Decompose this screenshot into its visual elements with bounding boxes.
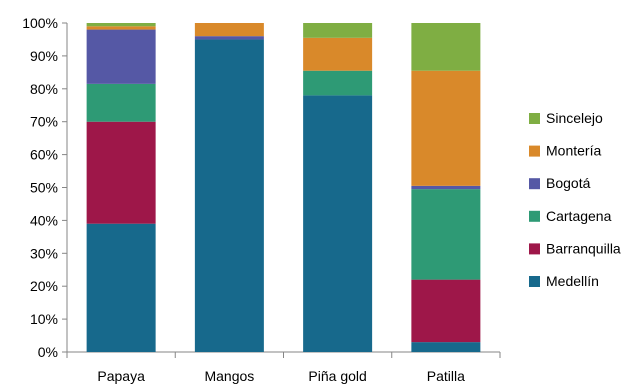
y-tick-label: 60% (30, 147, 58, 163)
bars (86, 23, 481, 352)
y-tick-label: 80% (30, 81, 58, 97)
y-tick-label: 0% (38, 344, 58, 360)
y-tick-label: 70% (30, 114, 58, 130)
legend-label: Sincelejo (546, 110, 603, 126)
y-tick-label: 20% (30, 278, 58, 294)
bar-segment-sincelejo-pi-a-gold (303, 23, 373, 38)
bar-segment-cartagena-papaya (86, 83, 156, 122)
bar-segment-medell-n-pi-a-gold (303, 95, 373, 352)
legend-label: Cartagena (546, 208, 612, 224)
y-tick-label: 100% (22, 15, 58, 31)
bar-segment-cartagena-pi-a-gold (303, 70, 373, 96)
bar-segment-bogot--patilla (411, 185, 481, 190)
bar-segment-bogot--mangos (194, 36, 264, 40)
legend-swatch (529, 113, 540, 124)
bar-segment-monter-a-papaya (86, 26, 156, 30)
bar-segment-medell-n-mangos (194, 39, 264, 352)
x-category-label: Patilla (427, 368, 465, 384)
legend-swatch (529, 178, 540, 190)
legend-label: Medellín (546, 273, 599, 289)
x-category-labels: Papaya Mangos Piña gold Patilla (97, 368, 465, 384)
y-tick-label: 30% (30, 245, 58, 261)
bar-segment-cartagena-patilla (411, 189, 481, 280)
y-tick-labels: 0% 10% 20% 30% 40% 50% 60% 70% 80% 90% 100% (22, 15, 58, 360)
legend-label: Bogotá (546, 175, 591, 191)
legend-label: Barranquilla (546, 240, 621, 256)
x-category-label: Piña gold (308, 368, 366, 384)
x-category-label: Papaya (97, 368, 145, 384)
bar-segment-medell-n-patilla (411, 342, 481, 352)
legend-swatch (529, 210, 540, 222)
legend-swatch (529, 145, 540, 157)
bar-segment-monter-a-mangos (194, 23, 264, 37)
y-tick-label: 90% (30, 48, 58, 64)
y-tick-label: 10% (30, 311, 58, 327)
legend-label: Montería (546, 143, 601, 159)
bar-segment-sincelejo-papaya (86, 23, 156, 27)
bar-segment-barranquilla-patilla (411, 279, 481, 343)
bar-segment-medell-n-papaya (86, 223, 156, 352)
legend-swatch (529, 243, 540, 255)
bar-segment-bogot--papaya (86, 29, 156, 84)
bar-segment-monter-a-pi-a-gold (303, 37, 373, 71)
legend: Sincelejo Montería Bogotá Cartagena Barranqu… (529, 110, 621, 289)
y-tick-label: 40% (30, 212, 58, 228)
x-category-label: Mangos (204, 368, 254, 384)
y-tick-label: 50% (30, 180, 58, 196)
bar-segment-sincelejo-patilla (411, 23, 481, 71)
bar-segment-monter-a-patilla (411, 70, 481, 186)
legend-swatch (529, 276, 540, 287)
bar-segment-barranquilla-papaya (86, 121, 156, 224)
